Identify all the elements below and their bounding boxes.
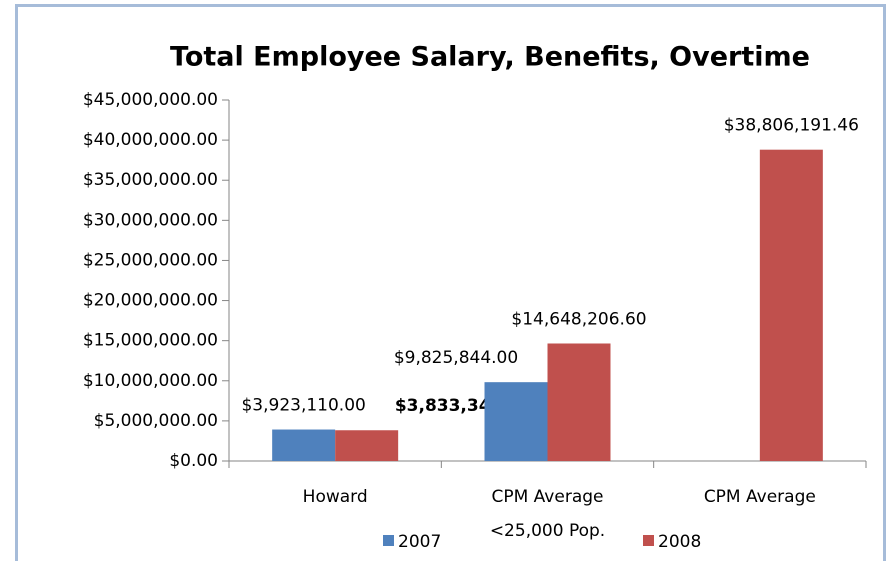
legend-swatch bbox=[383, 535, 394, 546]
y-tick-label: $0.00 bbox=[169, 451, 218, 471]
bar bbox=[335, 430, 399, 461]
data-label: $9,825,844.00 bbox=[394, 348, 518, 368]
chart-border bbox=[15, 4, 886, 561]
bar bbox=[272, 429, 336, 461]
bar bbox=[484, 382, 548, 461]
y-tick-label: $35,000,000.00 bbox=[83, 170, 218, 190]
data-label: $38,806,191.46 bbox=[724, 116, 859, 136]
y-tick-label: $20,000,000.00 bbox=[83, 291, 218, 311]
y-tick-label: $45,000,000.00 bbox=[83, 90, 218, 110]
legend-label: 2008 bbox=[658, 532, 701, 552]
bar bbox=[547, 343, 611, 461]
data-label: $3,923,110.00 bbox=[241, 396, 365, 416]
y-tick-label: $30,000,000.00 bbox=[83, 210, 218, 230]
x-tick-label: Howard bbox=[303, 487, 368, 507]
y-tick-label: $5,000,000.00 bbox=[94, 411, 218, 431]
y-tick-label: $10,000,000.00 bbox=[83, 371, 218, 391]
legend-swatch bbox=[643, 535, 654, 546]
bar bbox=[759, 149, 823, 461]
y-tick-label: $40,000,000.00 bbox=[83, 130, 218, 150]
x-tick-label: CPM Average <25,000 Pop. bbox=[490, 487, 605, 541]
y-tick-label: $25,000,000.00 bbox=[83, 250, 218, 270]
data-label: $14,648,206.60 bbox=[511, 309, 646, 329]
chart-title: Total Employee Salary, Benefits, Overtim… bbox=[170, 42, 810, 73]
x-tick-label: CPM Average bbox=[704, 487, 816, 507]
legend-label: 2007 bbox=[398, 532, 441, 552]
y-tick-label: $15,000,000.00 bbox=[83, 331, 218, 351]
